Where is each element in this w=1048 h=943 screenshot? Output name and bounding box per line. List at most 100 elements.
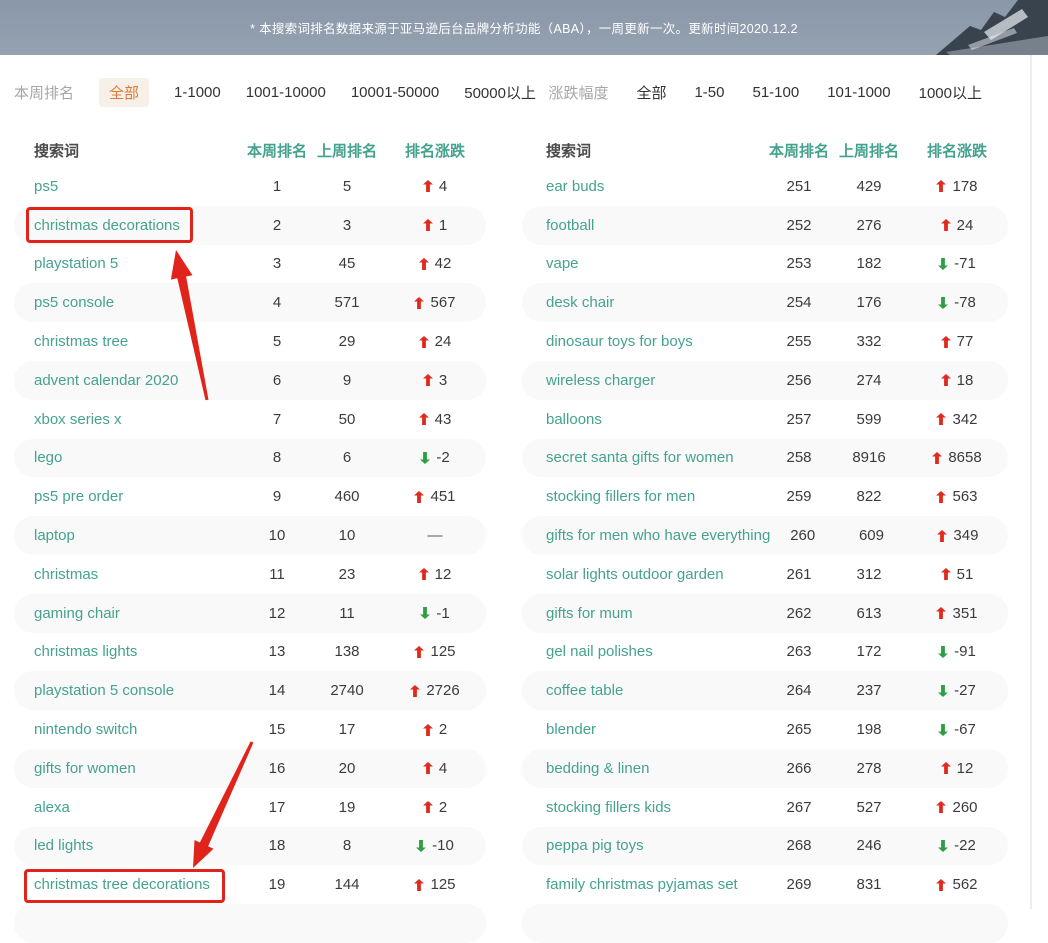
search-term-link[interactable]: desk chair xyxy=(546,294,615,312)
week-rank-value: 15 xyxy=(268,721,286,739)
search-term-link[interactable]: dinosaur toys for boys xyxy=(546,333,693,351)
search-term-link[interactable]: stocking fillers kids xyxy=(546,798,672,816)
week-rank-value: 1 xyxy=(272,177,282,195)
filter-option[interactable]: 1-50 xyxy=(694,83,725,101)
table-row: ps5 1 5 4 xyxy=(14,167,486,206)
search-term-link[interactable]: christmas xyxy=(34,565,99,583)
week-rank-value: 253 xyxy=(786,255,812,273)
rank-change-cell: 351 xyxy=(906,605,1008,622)
search-term-link[interactable]: playstation 5 xyxy=(34,255,119,273)
table-row: blender 265 198 -67 xyxy=(522,710,1008,749)
search-term-link[interactable]: gaming chair xyxy=(34,604,120,622)
search-term-link[interactable]: balloons xyxy=(546,410,602,428)
table-row: gel nail polishes 263 172 -91 xyxy=(522,633,1008,672)
search-term-link[interactable]: solar lights outdoor garden xyxy=(546,565,724,583)
search-term-link[interactable]: gel nail polishes xyxy=(546,643,653,661)
filter-option[interactable]: 101-1000 xyxy=(827,83,891,101)
rank-change-value: -27 xyxy=(954,682,976,700)
rank-change-value: 42 xyxy=(434,255,452,273)
rank-change-value: -10 xyxy=(432,837,454,855)
search-term-link[interactable]: christmas decorations xyxy=(34,216,180,234)
search-term-link[interactable]: gifts for women xyxy=(34,759,136,777)
rank-change-cell: -2 xyxy=(384,449,486,466)
filter-option[interactable]: 1-1000 xyxy=(174,83,221,101)
up-arrow-icon xyxy=(414,878,425,891)
search-term-link[interactable]: bedding & linen xyxy=(546,759,650,777)
table-row: christmas tree decorations 19 144 125 xyxy=(14,865,486,904)
filter-option[interactable]: 全部 xyxy=(636,84,667,102)
filter-option[interactable]: 全部 xyxy=(99,77,150,107)
filter-option[interactable]: 1000以上 xyxy=(918,84,982,102)
scrollbar-track[interactable] xyxy=(1030,55,1032,909)
search-term-link[interactable]: christmas lights xyxy=(34,643,138,661)
col-rank-change: 排名涨跌 xyxy=(926,142,987,160)
search-term-link[interactable]: christmas tree xyxy=(34,333,129,351)
down-arrow-icon xyxy=(938,839,949,852)
filter-group-week-rank: 本周排名 全部 1-1000 1001-10000 10001-50000 50000以上 xyxy=(14,76,536,108)
rank-change-value: 4 xyxy=(438,759,448,777)
search-term-link[interactable]: ps5 xyxy=(34,177,59,195)
filter-option[interactable]: 10001-50000 xyxy=(350,83,440,101)
search-term-link[interactable]: vape xyxy=(546,255,579,273)
search-term-link[interactable]: christmas tree decorations xyxy=(34,876,210,894)
last-week-rank-value: 237 xyxy=(856,682,882,700)
table-row: christmas decorations 2 3 1 xyxy=(14,205,486,245)
search-term-link[interactable]: advent calendar 2020 xyxy=(34,371,179,389)
filter-option[interactable]: 50000以上 xyxy=(464,84,536,102)
filter-option[interactable]: 51-100 xyxy=(752,83,800,101)
rank-change-cell: 8658 xyxy=(906,449,1008,466)
up-arrow-icon xyxy=(936,607,947,620)
down-arrow-icon xyxy=(938,645,949,658)
last-week-rank-value: 274 xyxy=(856,371,882,389)
down-arrow-icon xyxy=(420,607,431,620)
col-week-rank: 本周排名 xyxy=(768,142,829,160)
last-week-rank-value: 50 xyxy=(338,410,356,428)
search-term-link[interactable]: coffee table xyxy=(546,682,624,700)
search-term-link[interactable]: alexa xyxy=(34,798,70,816)
search-term-link[interactable]: lego xyxy=(34,449,63,467)
search-term-link[interactable]: secret santa gifts for women xyxy=(546,449,734,467)
search-term-link[interactable]: xbox series x xyxy=(34,410,122,428)
filter-label: 涨跌幅度 xyxy=(548,84,609,102)
search-term-link[interactable]: led lights xyxy=(34,837,94,855)
last-week-rank-value: 613 xyxy=(856,604,882,622)
rank-change-cell: 567 xyxy=(384,294,486,311)
search-term-link[interactable]: nintendo switch xyxy=(34,721,138,739)
search-term-link[interactable]: ps5 pre order xyxy=(34,488,124,506)
last-week-rank-value: 312 xyxy=(856,565,882,583)
last-week-rank-value: 460 xyxy=(334,488,360,506)
search-term-link[interactable]: football xyxy=(546,216,595,234)
search-term-link[interactable]: peppa pig toys xyxy=(546,837,644,855)
rank-change-cell: -78 xyxy=(906,294,1008,311)
up-arrow-icon xyxy=(936,878,947,891)
week-rank-value: 257 xyxy=(786,410,812,428)
search-term-link[interactable]: ps5 console xyxy=(34,294,115,312)
down-arrow-icon xyxy=(938,723,949,736)
filter-option[interactable]: 1001-10000 xyxy=(245,83,326,101)
table-row: alexa 17 19 2 xyxy=(14,788,486,827)
search-term-link[interactable]: wireless charger xyxy=(546,371,656,389)
table-header: 搜索词 本周排名 上周排名 排名涨跌 xyxy=(522,133,1008,167)
rank-change-value: 3 xyxy=(438,371,448,389)
week-rank-value: 256 xyxy=(786,371,812,389)
week-rank-value: 10 xyxy=(268,527,286,545)
table-row: balloons 257 599 342 xyxy=(522,400,1008,439)
rank-change-value: 567 xyxy=(430,294,456,312)
search-term-link[interactable]: gifts for mum xyxy=(546,604,633,622)
week-rank-value: 266 xyxy=(786,759,812,777)
last-week-rank-value: 8 xyxy=(342,837,352,855)
table-row: ps5 console 4 571 567 xyxy=(14,283,486,323)
table-row: family christmas pyjamas set 269 831 562 xyxy=(522,865,1008,904)
up-arrow-icon xyxy=(936,801,947,814)
search-term-link[interactable]: laptop xyxy=(34,527,75,545)
search-term-link[interactable]: playstation 5 console xyxy=(34,682,175,700)
table-row: stocking fillers kids 267 527 260 xyxy=(522,788,1008,827)
search-term-link[interactable]: ear buds xyxy=(546,177,605,195)
search-term-link[interactable]: family christmas pyjamas set xyxy=(546,876,738,894)
search-term-link[interactable]: stocking fillers for men xyxy=(546,488,696,506)
search-term-link[interactable]: blender xyxy=(546,721,597,739)
up-arrow-icon xyxy=(410,684,421,697)
search-term-link[interactable]: gifts for men who have everything xyxy=(546,527,771,545)
rank-change-value: -1 xyxy=(436,604,450,622)
rank-change-value: 1 xyxy=(438,216,448,234)
